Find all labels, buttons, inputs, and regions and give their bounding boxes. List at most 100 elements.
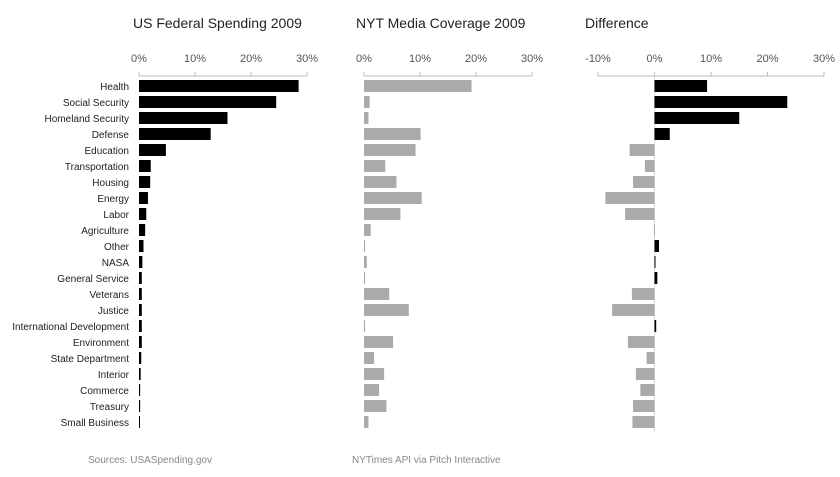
category-label-international-development: International Development [12, 322, 129, 333]
category-label-justice: Justice [98, 306, 130, 317]
panel-difference: Difference -10% 0% 10% 20% 30% [585, 15, 835, 432]
category-label-environment: Environment [73, 338, 129, 349]
panel-title: US Federal Spending 2009 [133, 15, 302, 31]
bar-interior [364, 368, 385, 380]
bar-education [629, 144, 655, 156]
bar-labor [139, 208, 147, 220]
panel-nyt-media-coverage-2009: NYT Media Coverage 2009 0% 10% 20% 30% [356, 15, 543, 428]
category-label-homeland-security: Homeland Security [45, 114, 129, 125]
bar-veterans [139, 288, 142, 300]
bar-international-development [364, 320, 366, 332]
source-nytimes: NYTimes API via Pitch Interactive [352, 455, 501, 466]
bar-justice [612, 304, 655, 316]
tick-label: 10% [184, 53, 206, 65]
bar-labor [364, 208, 401, 220]
bar-small-business [632, 416, 655, 428]
bar-social-security [654, 96, 788, 108]
bar-small-business [364, 416, 369, 428]
bar-transportation [644, 160, 655, 172]
bar-health [654, 80, 708, 92]
panel-us-federal-spending-2009: US Federal Spending 2009 0% 10% 20% 30% [131, 15, 318, 428]
bar-health [364, 80, 472, 92]
bar-housing [139, 176, 151, 188]
tick-label: 30% [296, 53, 318, 65]
bar-justice [364, 304, 409, 316]
category-label-housing: Housing [92, 178, 129, 189]
bar-nasa [654, 256, 656, 268]
bar-state-department [139, 352, 142, 364]
bar-defense [364, 128, 421, 140]
bar-nasa [139, 256, 143, 268]
category-label-energy: Energy [97, 194, 129, 205]
category-label-interior: Interior [98, 370, 130, 381]
bar-agriculture [653, 224, 655, 236]
category-label-education: Education [85, 146, 129, 157]
bar-social-security [364, 96, 370, 108]
tick-label: 30% [813, 53, 835, 65]
bar-treasury [364, 400, 387, 412]
bar-health [139, 80, 299, 92]
bar-environment [364, 336, 394, 348]
category-label-treasury: Treasury [90, 402, 129, 413]
bar-homeland-security [654, 112, 740, 124]
bar-defense [654, 128, 670, 140]
bar-energy [364, 192, 422, 204]
bar-other [364, 240, 365, 252]
bar-other [139, 240, 144, 252]
bar-environment [627, 336, 655, 348]
tick-label: 10% [700, 53, 722, 65]
bar-energy [139, 192, 148, 204]
category-label-defense: Defense [92, 130, 130, 141]
bar-general-service [364, 272, 365, 284]
bar-veterans [364, 288, 390, 300]
bar-treasury [139, 400, 141, 412]
bar-justice [139, 304, 142, 316]
bar-international-development [139, 320, 142, 332]
tick-label: 0% [647, 53, 663, 65]
bar-housing [633, 176, 655, 188]
bar-housing [364, 176, 397, 188]
category-label-other: Other [104, 242, 130, 253]
bar-energy [605, 192, 655, 204]
bar-treasury [633, 400, 655, 412]
bar-other [654, 240, 660, 252]
tick-label: 20% [465, 53, 487, 65]
bar-agriculture [364, 224, 371, 236]
bar-commerce [640, 384, 655, 396]
category-label-nasa: NASA [102, 258, 130, 269]
bar-nasa [364, 256, 367, 268]
category-label-labor: Labor [103, 210, 129, 221]
bar-transportation [364, 160, 386, 172]
category-label-commerce: Commerce [80, 386, 129, 397]
tick-label: -10% [585, 53, 611, 65]
bar-homeland-security [139, 112, 228, 124]
tick-label: 30% [521, 53, 543, 65]
tick-label: 20% [240, 53, 262, 65]
bar-general-service [139, 272, 142, 284]
source-usaspending: Sources: USASpending.gov [88, 455, 212, 466]
category-label-small-business: Small Business [61, 418, 129, 429]
bar-general-service [654, 272, 658, 284]
category-label-transportation: Transportation [65, 162, 129, 173]
bar-commerce [364, 384, 380, 396]
bar-commerce [139, 384, 141, 396]
bar-homeland-security [364, 112, 369, 124]
tick-label: 0% [131, 53, 147, 65]
bar-state-department [364, 352, 375, 364]
tick-label: 20% [756, 53, 778, 65]
bar-defense [139, 128, 211, 140]
bar-interior [139, 368, 141, 380]
category-label-veterans: Veterans [90, 290, 129, 301]
bar-interior [635, 368, 655, 380]
category-label-social-security: Social Security [63, 98, 129, 109]
bar-labor [625, 208, 655, 220]
bar-education [364, 144, 416, 156]
category-label-agriculture: Agriculture [81, 226, 129, 237]
bar-international-development [654, 320, 657, 332]
bar-social-security [139, 96, 277, 108]
panel-title: NYT Media Coverage 2009 [356, 15, 526, 31]
panel-title: Difference [585, 15, 649, 31]
category-label-state-department: State Department [51, 354, 130, 365]
bar-small-business [139, 416, 140, 428]
